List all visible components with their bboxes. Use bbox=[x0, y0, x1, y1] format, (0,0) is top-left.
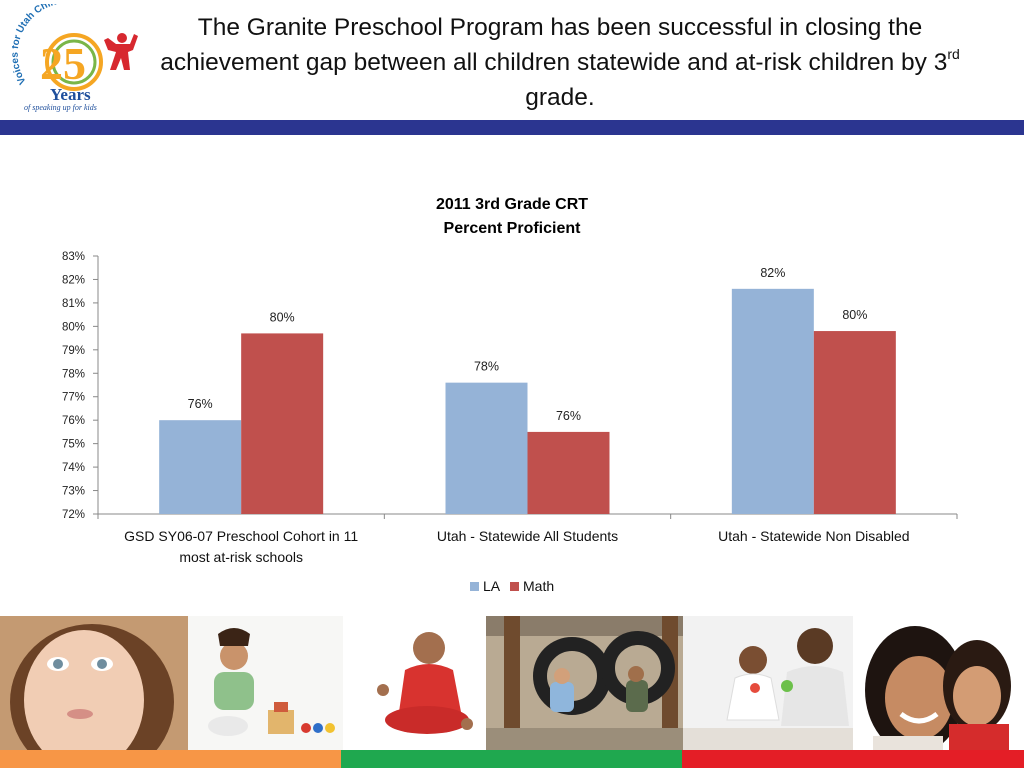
legend-swatch-la bbox=[470, 582, 479, 591]
bar-la-0 bbox=[159, 420, 242, 514]
y-tick-label: 76% bbox=[62, 415, 85, 427]
logo-tagline: of speaking up for kids bbox=[24, 103, 97, 112]
chart-subtitle: Percent Proficient bbox=[444, 220, 582, 237]
data-label: 78% bbox=[474, 360, 499, 374]
x-tick-label: Utah - Statewide All Students bbox=[437, 528, 618, 544]
data-label: 76% bbox=[556, 409, 581, 423]
legend-swatch-math bbox=[510, 582, 519, 591]
y-tick-label: 78% bbox=[62, 368, 85, 380]
bar-math-1 bbox=[527, 431, 610, 514]
y-tick-label: 82% bbox=[62, 274, 85, 286]
y-tick-label: 81% bbox=[62, 298, 85, 310]
slide-title: The Granite Preschool Program has been s… bbox=[150, 10, 970, 115]
photo-strip bbox=[0, 616, 1024, 750]
title-divider-band bbox=[0, 120, 1024, 135]
bar-la-1 bbox=[445, 382, 528, 514]
bar-chart: 2011 3rd Grade CRT Percent Proficient 72% 7… bbox=[62, 196, 958, 594]
bottom-band-green bbox=[341, 750, 682, 768]
bar-math-2 bbox=[813, 331, 896, 514]
photo-baby-red bbox=[343, 616, 486, 750]
x-tick-label: most at-risk schools bbox=[179, 549, 303, 565]
voices-for-utah-children-logo: Voices for Utah Children 25 Years of spe… bbox=[12, 4, 138, 112]
y-tick-label: 72% bbox=[62, 509, 85, 521]
data-label: 82% bbox=[760, 266, 785, 280]
bottom-band-orange bbox=[0, 750, 341, 768]
data-label: 76% bbox=[188, 397, 213, 411]
y-tick-label: 74% bbox=[62, 462, 85, 474]
data-label: 80% bbox=[842, 308, 867, 322]
photo-toddler-blocks bbox=[188, 616, 343, 750]
photo-mother-daughter bbox=[853, 616, 1024, 750]
y-tick-label: 73% bbox=[62, 486, 85, 498]
x-tick-label: Utah - Statewide Non Disabled bbox=[718, 528, 909, 544]
slide-title-end: grade. bbox=[525, 84, 595, 111]
x-tick-label: GSD SY06-07 Preschool Cohort in 11 bbox=[124, 528, 358, 544]
logo-number: 25 bbox=[40, 38, 86, 89]
bar-la-2 bbox=[731, 288, 814, 514]
toddler-playing-blocks-photo bbox=[188, 616, 343, 750]
bar-math-0 bbox=[241, 333, 324, 514]
y-tick-label: 75% bbox=[62, 439, 85, 451]
bottom-band-red bbox=[682, 750, 1024, 768]
father-daughter-playing-photo bbox=[683, 616, 853, 750]
y-tick-label: 79% bbox=[62, 345, 85, 357]
logo-word: Years bbox=[50, 85, 91, 104]
y-tick-label: 83% bbox=[62, 251, 85, 263]
slide-title-superscript: rd bbox=[947, 45, 960, 62]
logo-figure-icon bbox=[104, 33, 138, 70]
mother-daughter-hug-photo bbox=[853, 616, 1024, 750]
chart-title: 2011 3rd Grade CRT bbox=[436, 196, 588, 213]
legend-label-la: LA bbox=[483, 578, 501, 594]
photo-child-closeup bbox=[0, 616, 188, 750]
baby-sitting-red-photo bbox=[343, 616, 486, 750]
y-tick-label: 80% bbox=[62, 321, 85, 333]
data-label: 80% bbox=[270, 310, 295, 324]
legend-label-math: Math bbox=[523, 578, 554, 594]
photo-tire-swing bbox=[486, 616, 683, 750]
photo-father-daughter bbox=[683, 616, 853, 750]
slide-title-main: The Granite Preschool Program has been s… bbox=[160, 14, 948, 76]
y-tick-label: 77% bbox=[62, 392, 85, 404]
children-tire-swing-photo bbox=[486, 616, 683, 750]
child-closeup-photo bbox=[0, 616, 188, 750]
